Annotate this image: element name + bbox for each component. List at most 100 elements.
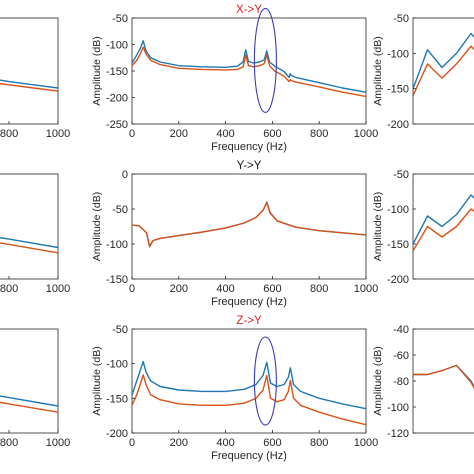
y-tick-label: -50 [112, 13, 128, 25]
highlight-ellipse [253, 7, 277, 113]
y-tick-label: -50 [393, 13, 409, 25]
series-group [132, 201, 366, 248]
x-tick-label: 600 [263, 437, 281, 449]
plot-area-box [131, 173, 367, 280]
y-tick-label: -150 [106, 66, 128, 78]
series-line-1 [0, 82, 58, 92]
series-line-1 [413, 364, 474, 390]
chart-panel-0: 800 1000 [0, 17, 70, 140]
chart-panel-4: 0 200 400 600 800 1000 0 -50 -100 -150 Y->Y Frequen… [91, 160, 378, 308]
series-line-1 [132, 46, 366, 98]
plot-area-box [412, 328, 474, 434]
y-tick-label: -200 [106, 428, 128, 440]
series-group [132, 360, 366, 426]
y-tick-label: -150 [387, 239, 409, 251]
series-group [413, 194, 474, 252]
x-tick-label: 0 [129, 128, 135, 140]
y-tick-label: -100 [387, 48, 409, 60]
y-tick-label: -120 [387, 428, 409, 440]
x-tick-label: 400 [216, 283, 234, 295]
y-tick-label: -60 [393, 350, 409, 362]
x-tick-label: 800 [0, 437, 18, 449]
y-tick-label: -40 [393, 324, 409, 336]
highlight-ellipse [253, 336, 277, 426]
y-tick-label: -150 [106, 393, 128, 405]
series-group [132, 40, 366, 98]
chart-panel-1: 0 200 400 600 800 1000 -50 -100 -150 -200 -250 X->Y… [91, 4, 378, 153]
y-tick-label: 0 [122, 169, 128, 181]
x-tick-label: 200 [170, 283, 188, 295]
x-axis-label: Frequency (Hz) [211, 450, 287, 462]
y-tick-label: -100 [106, 359, 128, 371]
plot-area-box [0, 173, 59, 280]
x-tick-label: 1000 [354, 283, 378, 295]
y-axis-label: Amplitude (dB) [372, 36, 384, 105]
x-axis-label: Frequency (Hz) [211, 296, 287, 308]
y-tick-label: -80 [393, 376, 409, 388]
y-axis-label: Amplitude (dB) [91, 36, 103, 105]
series-line-1 [132, 374, 366, 426]
y-tick-label: -200 [387, 274, 409, 286]
series-line-0 [0, 79, 58, 89]
y-axis-label: Amplitude (dB) [91, 346, 103, 415]
plot-area-box [131, 328, 367, 434]
series-line-0 [0, 237, 58, 249]
series-line-1 [413, 208, 474, 252]
series-line-0 [132, 360, 366, 410]
series-line-1 [413, 45, 474, 96]
plot-area-box [0, 17, 59, 125]
chart-panel-2: -50 -100 -150 -200 Amplitude (dB) [372, 13, 474, 131]
plot-area-box [0, 328, 59, 434]
plot-area-box [412, 17, 474, 125]
plot-area-box [412, 173, 474, 280]
series-line-1 [132, 201, 366, 248]
y-tick-label: -150 [387, 84, 409, 96]
x-tick-label: 800 [0, 283, 18, 295]
y-tick-label: -200 [106, 93, 128, 105]
y-axis-label: Amplitude (dB) [372, 192, 384, 261]
x-tick-label: 800 [310, 128, 328, 140]
x-tick-label: 1000 [354, 128, 378, 140]
y-tick-label: -50 [112, 324, 128, 336]
x-tick-label: 1000 [46, 128, 70, 140]
y-tick-label: -150 [106, 274, 128, 286]
y-tick-label: -250 [106, 119, 128, 131]
y-tick-label: -50 [112, 204, 128, 216]
series-group [0, 395, 58, 413]
chart-panel-7: 0 200 400 600 800 1000 -50 -100 -150 -200 Z->Y Freq… [91, 315, 378, 462]
x-tick-label: 200 [170, 437, 188, 449]
x-tick-label: 600 [263, 128, 281, 140]
series-line-0 [132, 40, 366, 93]
series-group [0, 79, 58, 92]
x-tick-label: 1000 [46, 283, 70, 295]
series-line-1 [0, 401, 58, 413]
y-tick-label: -200 [387, 119, 409, 131]
panel-title: Z->Y [236, 315, 262, 327]
chart-panel-3: 800 1000 [0, 173, 70, 295]
series-group [0, 237, 58, 254]
x-axis-label: Frequency (Hz) [211, 141, 287, 153]
y-axis-label: Amplitude (dB) [372, 346, 384, 415]
y-tick-label: -100 [106, 239, 128, 251]
x-tick-label: 1000 [354, 437, 378, 449]
series-group [413, 364, 474, 390]
chart-panel-8: -40 -60 -80 -100 -120 Amplitude (dB) [372, 324, 474, 440]
x-tick-label: 200 [170, 128, 188, 140]
y-tick-label: -100 [387, 204, 409, 216]
series-line-0 [0, 395, 58, 407]
y-tick-label: -100 [106, 40, 128, 52]
plot-area-box [131, 17, 367, 125]
x-tick-label: 0 [129, 283, 135, 295]
x-tick-label: 600 [263, 283, 281, 295]
chart-panel-5: -50 -100 -150 -200 Amplitude (dB) [372, 169, 474, 286]
series-line-0 [413, 194, 474, 245]
y-axis-label: Amplitude (dB) [91, 192, 103, 261]
x-tick-label: 800 [0, 128, 18, 140]
x-tick-label: 400 [216, 437, 234, 449]
series-line-1 [0, 242, 58, 254]
series-line-0 [413, 32, 474, 89]
x-tick-label: 800 [310, 437, 328, 449]
y-tick-label: -100 [387, 402, 409, 414]
panel-title: Y->Y [237, 160, 262, 172]
